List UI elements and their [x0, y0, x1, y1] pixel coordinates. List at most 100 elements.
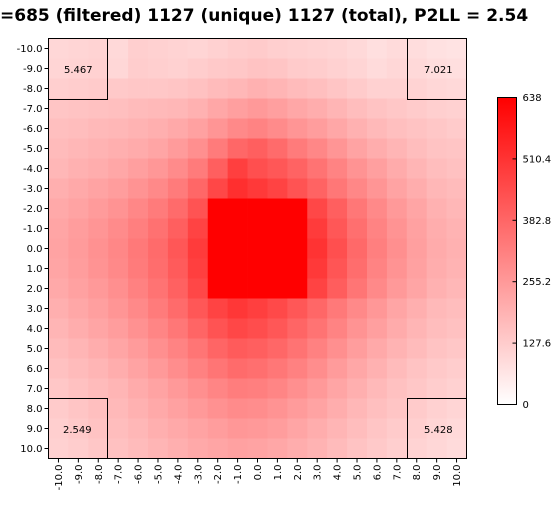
y-tick-label: -3.0 — [23, 184, 43, 195]
heatmap-cell — [187, 298, 209, 319]
heatmap-cell — [366, 118, 388, 139]
heatmap-cell — [366, 438, 388, 459]
heatmap-cell — [187, 378, 209, 399]
heatmap-cell — [68, 178, 89, 199]
heatmap-cell — [88, 298, 109, 319]
heatmap-cell — [247, 278, 268, 299]
heatmap-cell — [167, 258, 189, 279]
heatmap-cell — [247, 398, 268, 419]
heatmap-cell — [167, 178, 189, 199]
heatmap-cell — [108, 438, 129, 459]
heatmap-cell — [267, 338, 288, 359]
heatmap-cell — [227, 218, 248, 239]
heatmap-cell — [167, 438, 189, 459]
heatmap-cell — [128, 258, 149, 279]
heatmap-cell — [406, 238, 428, 259]
heatmap-cell — [366, 398, 388, 419]
heatmap-cell — [148, 198, 169, 219]
heatmap-cell — [128, 38, 149, 59]
heatmap-cell — [68, 378, 89, 399]
heatmap-cell — [287, 318, 308, 339]
heatmap-cell — [327, 118, 348, 139]
x-tick-label: 10.0 — [452, 465, 463, 487]
heatmap-cell — [406, 278, 428, 299]
heatmap-cell — [48, 98, 69, 119]
heatmap-cell — [227, 238, 248, 259]
heatmap-cell — [108, 298, 129, 319]
y-tick-label: -5.0 — [23, 144, 43, 155]
y-tick-label: -7.0 — [23, 104, 43, 115]
heatmap-cell — [386, 378, 408, 399]
heatmap-cell — [227, 178, 248, 199]
corner-value-bottom-left: 2.549 — [63, 425, 92, 436]
heatmap-cell — [347, 398, 368, 419]
heatmap-cell — [68, 338, 89, 359]
heatmap-cell — [406, 78, 428, 99]
heatmap-cell — [366, 98, 388, 119]
heatmap-cell — [426, 358, 447, 379]
heatmap-cell — [148, 178, 169, 199]
heatmap-cell — [108, 78, 129, 99]
heatmap-cell — [128, 418, 149, 439]
heatmap-cell — [406, 38, 428, 59]
heatmap-cell — [307, 58, 328, 79]
heatmap-cell — [187, 358, 209, 379]
heatmap-cell — [68, 138, 89, 159]
heatmap-cell — [267, 358, 288, 379]
heatmap-cell — [148, 318, 169, 339]
heatmap-cell — [287, 118, 308, 139]
x-tick-label: -8.0 — [94, 465, 105, 485]
heatmap-cell — [88, 378, 109, 399]
x-tick-label: 5.0 — [353, 465, 364, 481]
heatmap-cell — [227, 78, 248, 99]
heatmap-cell — [247, 138, 268, 159]
heatmap-cell — [247, 58, 268, 79]
heatmap-cell — [108, 258, 129, 279]
heatmap-cell — [187, 318, 209, 339]
heatmap-cell — [148, 258, 169, 279]
heatmap-cell — [287, 338, 308, 359]
heatmap-cell — [148, 98, 169, 119]
heatmap-cell — [207, 78, 229, 99]
heatmap-cell — [426, 138, 447, 159]
heatmap-cell — [267, 98, 288, 119]
heatmap-cell — [267, 78, 288, 99]
heatmap-cell — [386, 338, 408, 359]
x-axis: -10.0 -9.0 -8.0 -7.0 -6.0 -5.0 -4.0 -3.0 -2.0 -1.… — [54, 458, 463, 490]
heatmap-cell — [128, 218, 149, 239]
y-tick-label: -8.0 — [23, 84, 43, 95]
heatmap-cell — [426, 378, 447, 399]
heatmap-cell — [148, 278, 169, 299]
heatmap-cell — [48, 158, 69, 179]
heatmap-cell — [68, 238, 89, 259]
heatmap-cell — [347, 178, 368, 199]
heatmap-cell — [327, 238, 348, 259]
heatmap-cell — [287, 58, 308, 79]
heatmap-cell — [307, 138, 328, 159]
heatmap-cell — [68, 258, 89, 279]
x-tick-label: 6.0 — [372, 465, 383, 481]
heatmap-cell — [327, 198, 348, 219]
heatmap-cell — [327, 358, 348, 379]
heatmap-cell — [406, 258, 428, 279]
y-tick-label: -1.0 — [23, 224, 43, 235]
heatmap-cell — [88, 118, 109, 139]
y-tick-label: -2.0 — [23, 204, 43, 215]
x-tick-label: 9.0 — [432, 465, 443, 481]
heatmap-cell — [148, 298, 169, 319]
heatmap-cell — [287, 38, 308, 59]
heatmap-cell — [327, 418, 348, 439]
heatmap-cell — [207, 38, 229, 59]
heatmap-cell — [207, 298, 229, 319]
heatmap-cell — [327, 338, 348, 359]
heatmap-cell — [446, 38, 467, 59]
heatmap-cell — [307, 438, 328, 459]
heatmap-cell — [227, 318, 248, 339]
heatmap-cell — [267, 198, 288, 219]
heatmap-cell — [48, 138, 69, 159]
heatmap-cell — [108, 98, 129, 119]
heatmap-cell — [446, 438, 467, 459]
heatmap-cell — [187, 118, 209, 139]
heatmap-cell — [287, 98, 308, 119]
heatmap-cell — [108, 418, 129, 439]
